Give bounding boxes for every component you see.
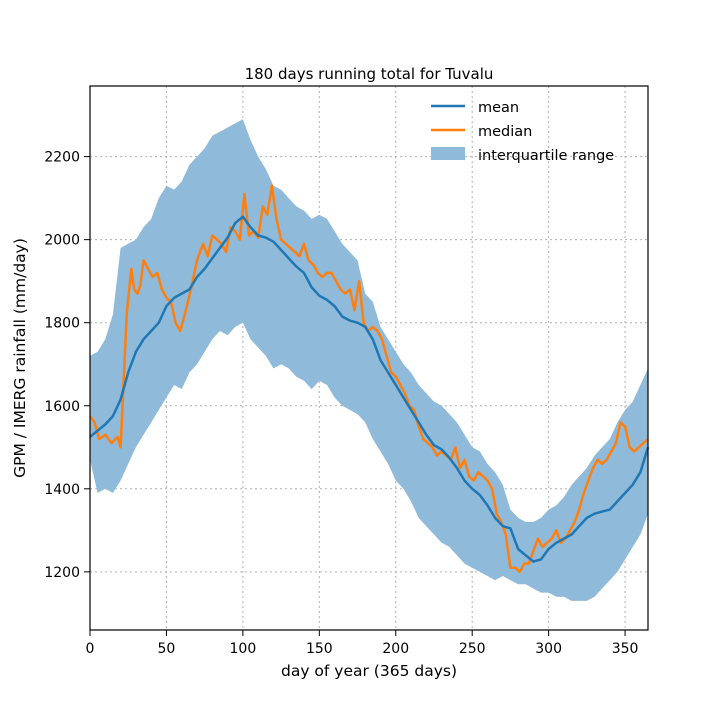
plot-frame bbox=[89, 85, 649, 631]
y-tick-label: 2000 bbox=[44, 233, 80, 249]
x-axis-ticks: 0 50 100 150 200 250 300 350 bbox=[86, 630, 639, 657]
y-tick-label: 1600 bbox=[44, 399, 80, 415]
x-tick-label: 50 bbox=[158, 641, 176, 657]
x-tick-label: 100 bbox=[230, 641, 257, 657]
legend-iqr-swatch bbox=[431, 147, 465, 160]
legend: mean median interquartile range bbox=[431, 100, 614, 164]
median-line bbox=[88, 184, 649, 574]
y-tick-label: 1400 bbox=[44, 482, 80, 498]
legend-median-label: median bbox=[478, 124, 532, 140]
x-tick-label: 150 bbox=[306, 641, 333, 657]
legend-mean-label: mean bbox=[478, 100, 519, 116]
y-tick-label: 2200 bbox=[44, 150, 80, 166]
y-axis-ticks: 1200 1400 1600 1800 2000 2200 bbox=[44, 150, 90, 581]
x-tick-label: 0 bbox=[86, 641, 95, 657]
mean-line bbox=[89, 215, 650, 563]
x-tick-label: 350 bbox=[612, 641, 639, 657]
y-axis-label: GPM / IMERG rainfall (mm/day) bbox=[11, 238, 29, 478]
legend-iqr-label: interquartile range bbox=[478, 148, 614, 164]
x-tick-label: 200 bbox=[382, 641, 409, 657]
x-axis-label: day of year (365 days) bbox=[281, 662, 457, 680]
x-tick-label: 250 bbox=[459, 641, 486, 657]
x-tick-label: 300 bbox=[535, 641, 562, 657]
y-tick-label: 1200 bbox=[44, 565, 80, 581]
chart-title: 180 days running total for Tuvalu bbox=[245, 65, 494, 83]
y-tick-label: 1800 bbox=[44, 316, 80, 332]
